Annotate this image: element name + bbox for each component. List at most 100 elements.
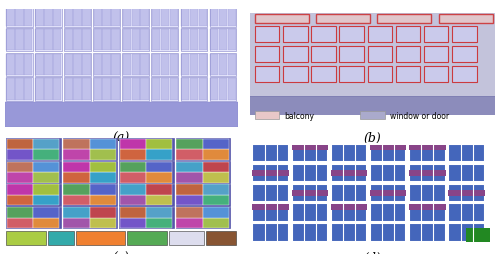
Bar xyxy=(74,79,82,100)
Bar xyxy=(176,161,231,183)
Bar xyxy=(409,204,446,222)
Bar xyxy=(160,55,169,76)
Bar xyxy=(368,46,392,63)
Bar xyxy=(190,79,198,100)
Bar xyxy=(33,139,60,150)
Bar xyxy=(82,6,90,26)
Bar xyxy=(64,79,72,100)
Bar xyxy=(120,150,146,160)
Bar xyxy=(448,164,484,183)
Bar xyxy=(112,6,120,26)
Bar xyxy=(94,4,120,28)
Bar xyxy=(6,53,33,77)
Bar xyxy=(252,205,288,210)
Bar xyxy=(170,30,177,51)
Bar xyxy=(160,79,169,100)
Bar xyxy=(44,6,52,26)
Bar xyxy=(120,185,146,195)
Bar xyxy=(170,6,177,26)
Bar xyxy=(122,79,131,100)
Bar xyxy=(24,6,32,26)
Bar xyxy=(146,218,172,228)
Bar xyxy=(33,150,60,160)
Bar xyxy=(370,190,406,196)
Bar xyxy=(54,79,62,100)
Bar xyxy=(102,30,110,51)
Bar xyxy=(340,66,364,83)
Bar xyxy=(16,79,24,100)
Bar xyxy=(252,224,288,242)
Bar xyxy=(132,55,140,76)
Bar xyxy=(6,78,33,101)
Bar xyxy=(7,162,33,172)
Bar xyxy=(35,53,62,77)
Bar xyxy=(331,144,367,163)
Bar xyxy=(54,30,62,51)
Bar xyxy=(82,79,90,100)
Bar xyxy=(409,224,446,242)
Bar xyxy=(331,224,367,242)
Bar xyxy=(396,26,420,43)
Bar xyxy=(102,55,110,76)
Bar xyxy=(252,164,288,183)
Bar xyxy=(64,139,90,150)
Bar xyxy=(311,46,336,63)
Bar xyxy=(82,55,90,76)
Bar xyxy=(54,55,62,76)
Bar xyxy=(33,218,60,228)
Bar xyxy=(370,184,406,202)
Bar xyxy=(74,55,82,76)
Bar xyxy=(64,150,90,160)
Bar xyxy=(132,79,140,100)
Bar xyxy=(6,161,61,183)
Bar xyxy=(190,30,198,51)
Bar xyxy=(255,15,309,24)
Bar xyxy=(64,172,90,183)
Bar xyxy=(360,112,385,120)
Bar xyxy=(6,184,61,206)
Bar xyxy=(112,30,120,51)
Bar xyxy=(90,185,116,195)
Bar xyxy=(409,145,446,151)
Bar xyxy=(409,205,446,210)
Bar xyxy=(120,172,146,183)
Bar xyxy=(6,207,61,229)
Bar xyxy=(146,207,172,218)
Bar xyxy=(76,231,124,245)
Bar xyxy=(252,184,288,202)
Bar xyxy=(370,164,406,183)
Bar xyxy=(176,150,203,160)
Bar xyxy=(396,46,420,63)
Bar xyxy=(64,53,91,77)
Bar xyxy=(448,224,484,242)
Bar xyxy=(424,66,448,83)
Bar xyxy=(6,6,14,26)
Bar xyxy=(448,204,484,222)
Bar xyxy=(210,79,218,100)
Bar xyxy=(127,231,166,245)
Bar xyxy=(181,79,189,100)
Bar xyxy=(396,66,420,83)
Bar xyxy=(176,162,203,172)
Bar xyxy=(44,30,52,51)
Bar xyxy=(255,66,280,83)
Bar xyxy=(409,144,446,163)
Bar xyxy=(228,6,236,26)
Text: (c): (c) xyxy=(113,251,130,254)
Bar xyxy=(210,78,236,101)
Bar xyxy=(176,185,203,195)
Bar xyxy=(36,6,44,26)
Bar xyxy=(146,185,172,195)
Bar xyxy=(102,6,110,26)
Bar xyxy=(146,172,172,183)
Bar xyxy=(64,207,90,218)
Bar xyxy=(340,26,364,43)
Bar xyxy=(210,4,236,28)
Bar xyxy=(64,6,72,26)
Bar xyxy=(62,161,118,183)
Bar xyxy=(7,218,33,228)
Bar xyxy=(210,6,218,26)
Bar xyxy=(160,30,169,51)
Bar xyxy=(210,55,218,76)
Bar xyxy=(119,207,174,229)
